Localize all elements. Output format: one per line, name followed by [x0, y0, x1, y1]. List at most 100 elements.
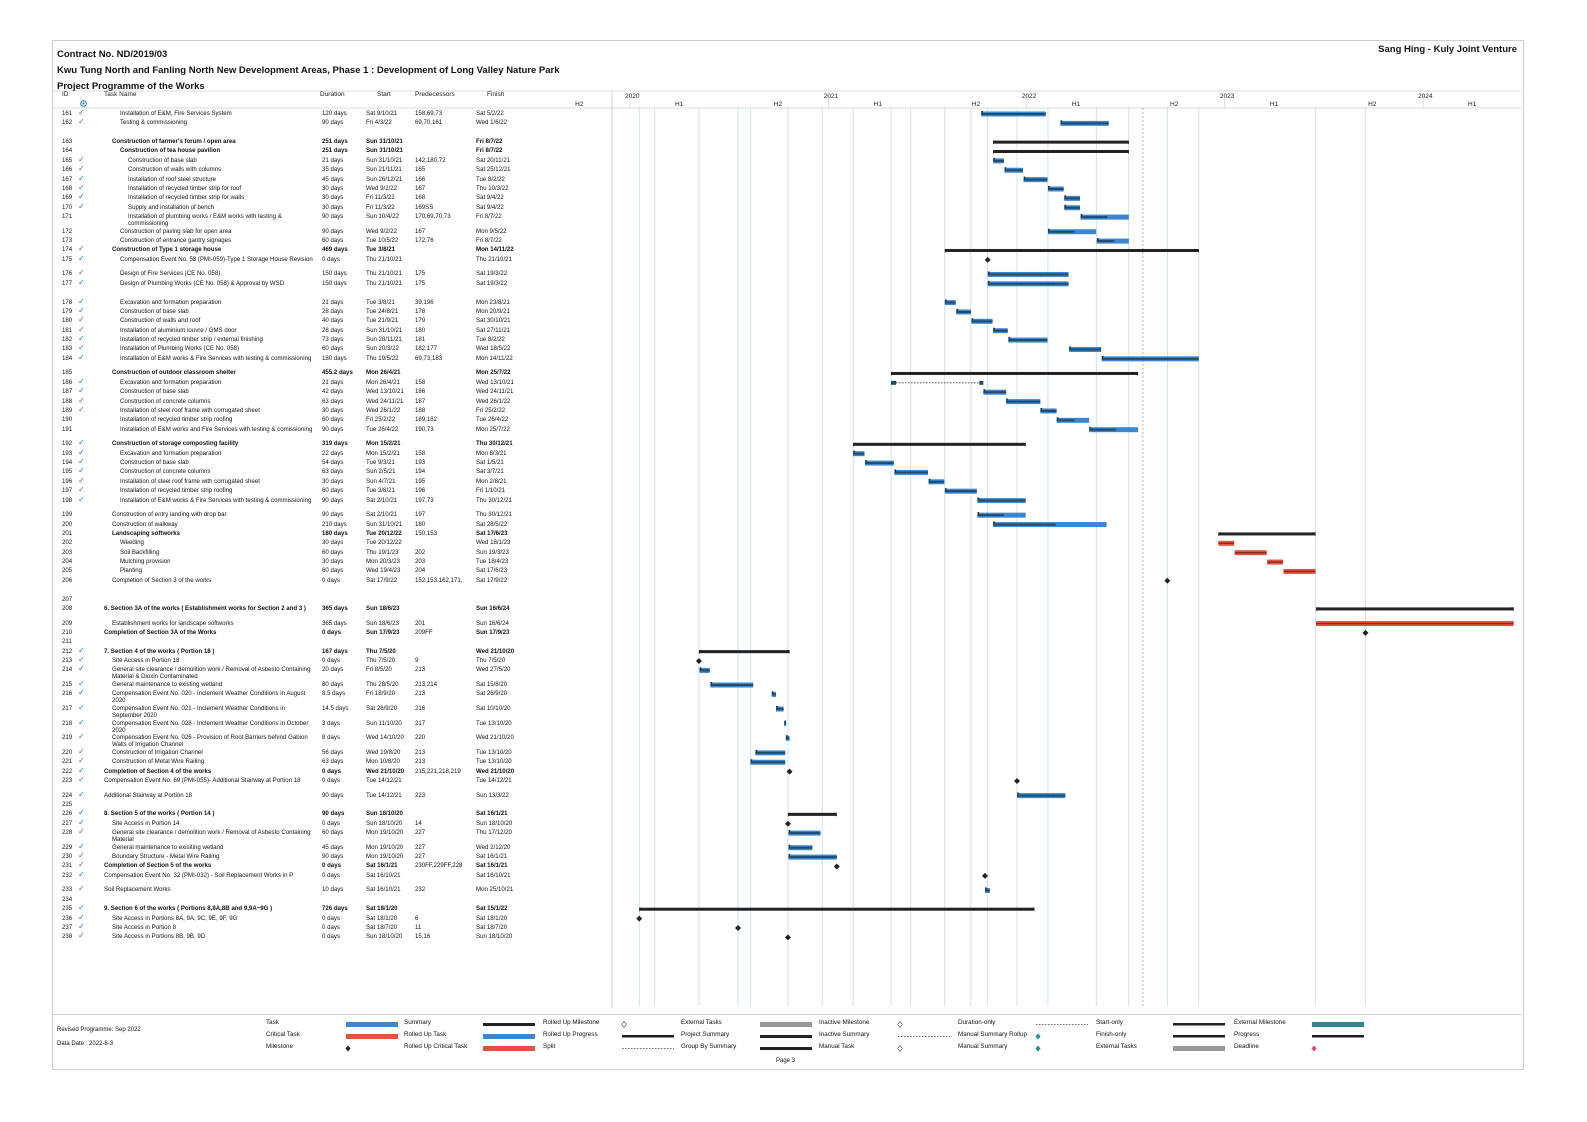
task-name[interactable]: Installation of recycled timber strip fo…	[128, 184, 242, 192]
task-name[interactable]: Excavation and formation preparation	[120, 378, 222, 386]
task-name[interactable]: Compensation Event No. 69 (PMI-055)- Add…	[104, 776, 301, 784]
task-name[interactable]: 8. Section 5 of the works ( Portion 14 )	[104, 810, 215, 818]
task-name[interactable]: General maintenance to exisiting wetland	[112, 843, 224, 851]
progress-line	[1060, 122, 1109, 125]
task-name[interactable]: Compensation Event No. 028 - Inclement W…	[112, 719, 309, 734]
task-name[interactable]: Installation of Plumbing Works (CE No. 0…	[120, 345, 240, 353]
task-name[interactable]: Mulching provision	[120, 558, 171, 566]
task-name[interactable]: Soil Backfilling	[120, 548, 160, 556]
task-name[interactable]: Soil Replacement Works	[104, 886, 171, 894]
task-name[interactable]: Construction of base slab	[128, 156, 197, 164]
info-column-icon[interactable]	[80, 100, 87, 109]
task-name[interactable]: Installation of recycled timber strip ro…	[120, 416, 233, 424]
task-name[interactable]: Installation of roof steel structure	[128, 175, 217, 183]
task-finish: Sun 17/9/23	[476, 628, 510, 636]
half-year-label: H1	[1072, 101, 1081, 108]
task-name[interactable]: Installation of recycled timber strip / …	[120, 336, 263, 344]
task-name[interactable]: Construction of concrete columns	[120, 397, 211, 405]
task-name[interactable]: Design of Fire Services (CE No. 058)	[120, 270, 221, 278]
complete-check-icon: ✓	[78, 808, 85, 818]
task-name[interactable]: Compensation Event No. 020 - Inclement W…	[112, 690, 306, 705]
task-name[interactable]: Completion of Section 3A of the Works	[104, 628, 217, 636]
task-name[interactable]: Construction of concrete columns	[120, 468, 211, 476]
task-name[interactable]: 6. Section 3A of the works ( Establishme…	[104, 604, 306, 612]
task-name[interactable]: Installation of aluminium louvre / GMS d…	[120, 326, 237, 334]
task-duration: 0 days	[322, 819, 340, 827]
task-name[interactable]: Construction of Irrigation Channel	[112, 748, 203, 756]
task-name[interactable]: 9. Section 6 of the works ( Portions 8,8…	[104, 905, 273, 913]
task-name[interactable]: Compensation Event No. 32 (PMI-032) - So…	[104, 871, 294, 879]
task-name[interactable]: 7. Section 4 of the works ( Portion 18 )	[104, 647, 215, 655]
task-name[interactable]: Installation of steel roof frame with co…	[120, 477, 260, 485]
task-name[interactable]: Compensation Event No. 021 - Inclement W…	[112, 705, 285, 720]
task-predecessors: 203	[415, 558, 426, 566]
task-name[interactable]: Construction of base slab	[120, 307, 189, 315]
row-id: 210	[62, 628, 73, 636]
task-name[interactable]: Construction of base slab	[120, 388, 189, 396]
task-name[interactable]: Installation of plumbing works / E&M wor…	[128, 213, 282, 228]
task-name[interactable]: Compensation Event No. 58 (PMI-059)-Type…	[120, 255, 313, 263]
task-name[interactable]: Weeding	[120, 539, 144, 547]
row-id: 197	[62, 487, 73, 495]
col-header-task-name[interactable]: Task Name	[104, 91, 137, 98]
task-finish: Sat 17/6/23	[476, 529, 508, 537]
task-name[interactable]: Planting	[120, 567, 143, 575]
task-name[interactable]: Establishment works for landscape softwo…	[112, 619, 234, 627]
task-name[interactable]: Construction of entrance gantry signages	[120, 237, 232, 245]
task-name[interactable]: Landscaping softworks	[112, 529, 181, 537]
legend-swatch-summary	[760, 1047, 812, 1050]
task-name[interactable]: Boundary Structure - Metal Wire Railing	[112, 853, 220, 861]
task-finish: Fri 8/7/22	[476, 237, 502, 245]
task-name[interactable]: Installation of recycled timber strip fo…	[128, 194, 245, 202]
task-name[interactable]: Construction of base slab	[120, 459, 189, 467]
task-duration: 8 days	[322, 734, 340, 742]
col-header-duration[interactable]: Duration	[320, 91, 345, 98]
task-name[interactable]: Construction of paving slab for open are…	[120, 227, 232, 235]
task-name[interactable]: Installation of E&M works & Fire Service…	[120, 354, 312, 362]
task-name[interactable]: Completion of Section 4 of the works	[104, 767, 212, 775]
task-predecessors: 215,221,218,219	[415, 767, 461, 775]
task-name[interactable]: Installation of E&M works & Fire Service…	[120, 496, 312, 504]
task-name[interactable]: Excavation and formation preparation	[120, 298, 222, 306]
task-predecessors: 152,153,162,171,	[415, 576, 463, 584]
task-name[interactable]: Construction of storage composting facil…	[112, 440, 239, 448]
task-name[interactable]: Additional Stairway at Portion 18	[104, 791, 193, 799]
task-name[interactable]: Installation of E&M, Fire Services Syste…	[120, 110, 232, 117]
task-name[interactable]: Construction of farmer's forum / open ar…	[112, 138, 236, 146]
task-name[interactable]: Excavation and formation preparation	[120, 449, 222, 457]
task-name[interactable]: Construction of Metal Wire Railing	[112, 758, 205, 766]
task-duration: 63 days	[322, 397, 344, 405]
task-name[interactable]: Construction of tea house pavilion	[120, 147, 221, 155]
task-name[interactable]: Construction of walls with columns	[128, 166, 222, 174]
task-name[interactable]: Site Access in Portion 14	[112, 819, 180, 827]
task-name[interactable]: Construction of Type 1 storage house	[112, 246, 222, 254]
task-name[interactable]: Supply and installation of bench	[128, 203, 215, 211]
task-name[interactable]: Installation of steel roof frame with co…	[120, 406, 260, 414]
col-header-finish[interactable]: Finish	[487, 91, 505, 98]
task-name[interactable]: General site clearance / demolition work…	[112, 666, 311, 681]
link-arrow-icon	[984, 887, 987, 891]
row-id: 171	[62, 213, 73, 221]
task-name[interactable]: Site Access in Portions 8B, 9B, 9D	[112, 933, 206, 941]
task-name[interactable]: General site clearance / demolition work…	[112, 829, 311, 844]
task-name[interactable]: Site Access in Portion 18	[112, 657, 180, 665]
task-name[interactable]: Installation of E&M works and Fire Servi…	[120, 425, 313, 433]
task-name[interactable]: General maintenance to existing wetland	[112, 681, 223, 689]
task-name[interactable]: Design of Plumbing Works (CE No. 058) & …	[120, 279, 285, 287]
task-name[interactable]: Testing & commissioning	[120, 119, 188, 127]
task-name[interactable]: Construction of walls and roof	[120, 317, 201, 325]
task-name[interactable]: Construction of outdoor classroom shelte…	[112, 369, 236, 377]
col-header-id[interactable]: ID	[62, 91, 69, 98]
task-name[interactable]: Site Access in Portion 8	[112, 923, 177, 931]
contract-number: Contract No. ND/2019/03	[57, 49, 168, 60]
task-name[interactable]: Compensation Event No. 026 - Provision o…	[112, 734, 308, 749]
task-name[interactable]: Completion of Section 3 of the works	[112, 576, 212, 584]
task-name[interactable]: Construction of walkway	[112, 520, 178, 528]
col-header-start[interactable]: Start	[377, 91, 391, 98]
task-name[interactable]: Installation of recycled timber strip ro…	[120, 487, 233, 495]
task-name[interactable]: Site Access in Portions 8A, 9A, 9C, 9E, …	[112, 914, 238, 922]
task-name[interactable]: Completion of Section 5 of the works	[104, 862, 212, 870]
link-arrow-icon	[1023, 176, 1026, 180]
col-header-predecessors[interactable]: Predecessors	[415, 91, 455, 98]
task-name[interactable]: Construction of entry landing with drop …	[112, 511, 227, 519]
